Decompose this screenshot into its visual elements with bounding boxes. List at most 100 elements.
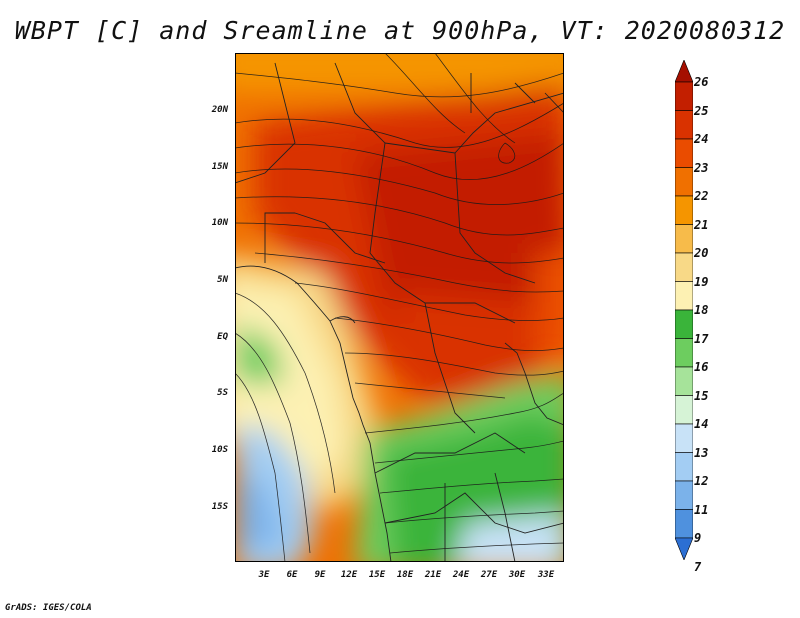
lon-label: 24E [452,570,470,580]
streamline [434,53,516,144]
border-9 [374,432,526,474]
colorbar-bottom-arrow [674,537,694,561]
border-8 [424,302,476,434]
lat-label: 5S [217,388,228,398]
borders [235,62,564,562]
colorbar-box [674,110,694,140]
colorbar-box [674,452,694,482]
streamline [374,440,564,464]
colorbar-level-label: 24 [694,132,709,146]
coast-west-africa [235,265,356,324]
colorbar-box [674,480,694,510]
map-frame [235,53,564,562]
streamline [235,102,564,148]
colorbar-level-label: 9 [694,531,702,545]
lon-label: 3E [258,570,270,580]
streamline [235,168,564,205]
colorbar-level-label: 21 [694,217,709,232]
streamline [334,317,564,351]
colorbar-level-label: 26 [694,75,709,89]
lon-label: 9E [314,570,326,580]
lon-label: 21E [424,570,442,580]
colorbar-level-label: 14 [694,417,709,431]
coast-red-sea [544,92,564,114]
lon-label: 12E [340,570,358,580]
temperature-field [235,53,564,562]
streamline [384,53,466,134]
lat-label: 5N [217,275,228,285]
colorbar-level-label: 12 [694,474,709,488]
chart-title: WBPT [C] and Sreamline at 900hPa, VT: 20… [14,16,786,45]
border-7 [264,212,295,263]
colorbar-box [674,395,694,425]
streamline [384,510,564,524]
map-panel [235,53,564,562]
streamline [235,332,311,554]
lat-label: EQ [217,332,228,342]
border-1 [235,62,296,184]
weather-map [235,53,564,562]
colorbar-level-label: 23 [694,160,709,175]
lon-label: 33E [537,570,555,580]
border-6 [294,212,386,264]
streamlines [235,53,564,562]
colorbar-box [674,224,694,254]
coast-angola [329,320,392,562]
streamline-vortex [498,142,516,164]
streamline [379,478,564,494]
colorbar-level-label: 25 [694,103,709,118]
colorbar-top-arrow [674,59,694,83]
streamline [235,142,564,180]
streamline [235,196,564,236]
lat-label: 10N [211,218,228,228]
coast-east-lake [504,342,564,426]
streamline [235,222,564,264]
colorbar [674,59,694,561]
streamline [235,72,564,98]
colorbar-box [674,338,694,368]
lat-label: 15S [211,502,228,512]
lat-label: 15N [211,162,228,172]
colorbar-level-label: 22 [694,189,709,203]
colorbar-graphic [674,59,694,561]
lat-label: 20N [211,105,228,115]
streamline [354,382,506,399]
colorbar-box [674,366,694,396]
field-orange-north [235,53,564,93]
colorbar-level-label: 19 [694,274,709,289]
colorbar-box [674,252,694,282]
lon-label: 6E [286,570,298,580]
lon-label: 18E [396,570,414,580]
colorbar-level-label: 16 [694,360,709,374]
lon-label: 27E [480,570,498,580]
streamline [364,392,564,434]
colorbar-box [674,167,694,197]
streamline [344,352,564,376]
colorbar-level-label: 18 [694,303,709,317]
colorbar-level-label: 7 [694,559,702,574]
colorbar-level-label: 15 [694,388,709,403]
colorbar-box [674,195,694,225]
field-deep-blue [235,473,285,553]
streamline [389,542,564,554]
border-3 [384,92,564,154]
field-lightblue-southeast [457,513,564,562]
colorbar-box [674,309,694,339]
lon-label: 30E [508,570,526,580]
colorbar-level-label: 20 [694,246,709,260]
colorbar-level-label: 13 [694,445,709,460]
colorbar-box [674,509,694,539]
streamline [294,282,564,321]
streamline [235,292,336,494]
field-orange-east [535,253,564,361]
lon-label: 15E [368,570,386,580]
lat-label: 10S [211,445,228,455]
border-10 [384,492,564,534]
colorbar-box [674,81,694,111]
field-green-sea [235,323,285,383]
colorbar-box [674,138,694,168]
border-12 [494,472,516,562]
colorbar-box [674,281,694,311]
footer-credit: GrADS: IGES/COLA [5,603,92,613]
colorbar-level-label: 17 [694,331,709,346]
